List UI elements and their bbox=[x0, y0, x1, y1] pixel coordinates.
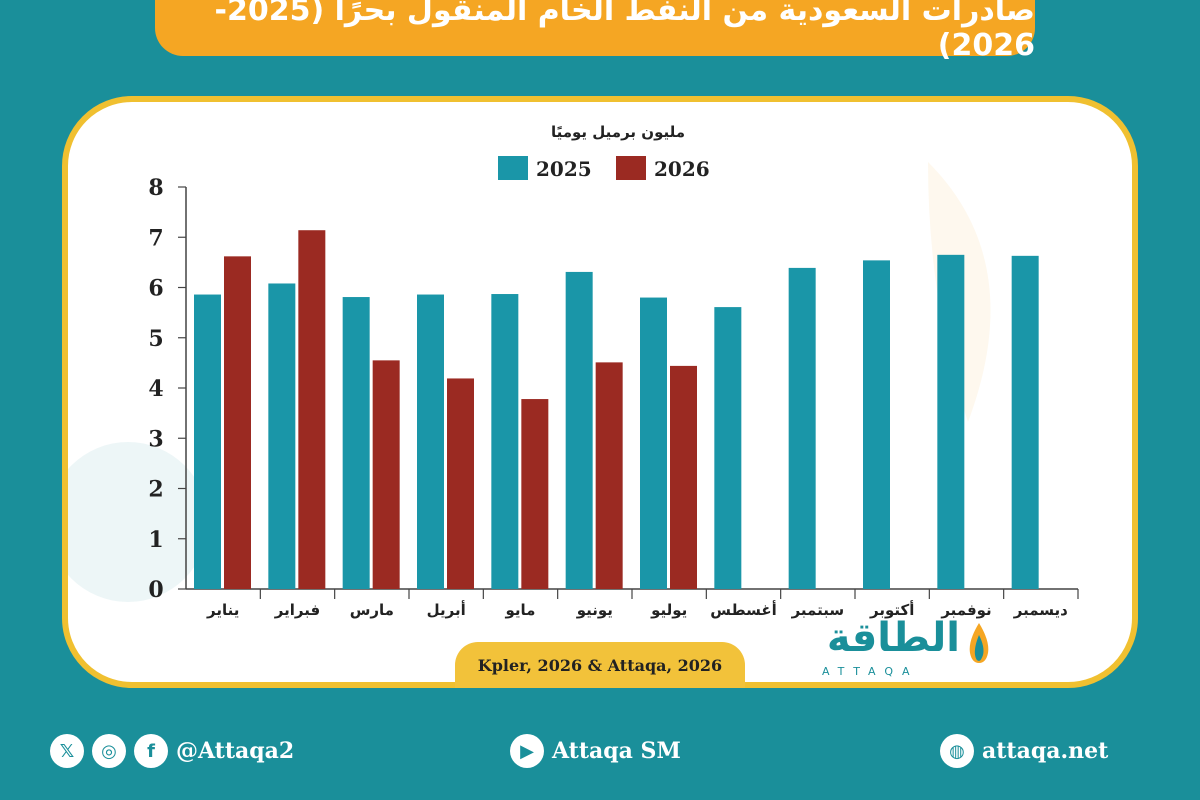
instagram-icon[interactable]: ◎ bbox=[92, 734, 126, 768]
bar-2026 bbox=[595, 362, 623, 589]
source-label: Kpler, 2026 & Attaqa, 2026 bbox=[455, 642, 745, 688]
bar-2025 bbox=[1011, 255, 1039, 589]
y-tick-label: 6 bbox=[148, 276, 163, 302]
bar-2025 bbox=[417, 294, 444, 589]
youtube-channel[interactable]: Attaqa SM bbox=[552, 738, 681, 764]
y-tick-label: 0 bbox=[148, 577, 163, 603]
bar-2026 bbox=[521, 399, 549, 589]
bar-chart: مليون برميل يوميًا 2025 2026 0 1 2 3 4 5 6 7 8 ين… bbox=[68, 123, 1079, 619]
youtube-icon[interactable]: ▶ bbox=[510, 734, 544, 768]
x-tick-label: يناير bbox=[206, 601, 239, 619]
legend-swatch-2026 bbox=[616, 156, 646, 180]
attaqa-logo: الطاقة ATTAQA bbox=[810, 615, 1000, 685]
x-tick-label: مارس bbox=[350, 601, 394, 619]
chart-title: صادرات السعودية من النفط الخام المنقول ب… bbox=[155, 0, 1035, 63]
social-group: 𝕏 ◎ f @Attaqa2 bbox=[50, 734, 294, 768]
bar-2025 bbox=[565, 271, 593, 589]
legend-label-2025: 2025 bbox=[536, 157, 592, 181]
x-tick-label: نوفمبر bbox=[940, 601, 991, 619]
legend-label-2026: 2026 bbox=[654, 157, 710, 181]
website-link[interactable]: attaqa.net bbox=[982, 738, 1109, 764]
footer: 𝕏 ◎ f @Attaqa2 ▶ Attaqa SM ◍ attaqa.net bbox=[0, 722, 1200, 782]
y-tick-label: 3 bbox=[148, 426, 163, 452]
bar-2026 bbox=[298, 230, 326, 589]
x-tick-labels: يناير فبراير مارس أبريل مايو يونيو يوليو أغسطس س… bbox=[206, 600, 1068, 619]
bar-2025 bbox=[640, 297, 667, 589]
bar-2025 bbox=[268, 283, 296, 589]
globe-icon[interactable]: ◍ bbox=[940, 734, 974, 768]
bar-2025 bbox=[342, 297, 370, 589]
x-tick-label: مايو bbox=[505, 601, 536, 619]
x-tick-label: أغسطس bbox=[710, 600, 776, 619]
website-group: ◍ attaqa.net bbox=[940, 734, 1108, 768]
bar-2026 bbox=[372, 360, 400, 589]
x-icon[interactable]: 𝕏 bbox=[50, 734, 84, 768]
social-handle[interactable]: @Attaqa2 bbox=[176, 738, 295, 764]
y-tick-label: 1 bbox=[148, 527, 163, 553]
legend-swatch-2025 bbox=[498, 156, 528, 180]
x-tick-label: يوليو bbox=[650, 601, 687, 619]
x-tick-label: يونيو bbox=[576, 601, 613, 619]
bar-2026 bbox=[447, 378, 474, 589]
x-tick-label: أبريل bbox=[427, 600, 466, 619]
oil-drop-icon bbox=[969, 623, 989, 663]
axes: 0 1 2 3 4 5 6 7 8 bbox=[148, 175, 1079, 603]
legend: 2025 2026 bbox=[498, 156, 710, 181]
y-tick-label: 2 bbox=[148, 477, 163, 503]
x-tick-label: ديسمبر bbox=[1013, 601, 1068, 619]
y-unit-label: مليون برميل يوميًا bbox=[551, 123, 685, 141]
bar-2026 bbox=[224, 256, 251, 589]
youtube-group: ▶ Attaqa SM bbox=[510, 734, 681, 768]
y-tick-label: 7 bbox=[148, 225, 163, 251]
x-tick-label: أكتوبر bbox=[869, 600, 914, 619]
x-tick-label: فبراير bbox=[274, 601, 320, 619]
x-tick-label: سبتمبر bbox=[791, 601, 845, 619]
facebook-icon[interactable]: f bbox=[134, 734, 168, 768]
bar-2026 bbox=[670, 365, 697, 589]
logo-arabic-text: الطاقة bbox=[826, 615, 960, 661]
y-tick-label: 5 bbox=[148, 326, 163, 352]
bar-2025 bbox=[937, 254, 965, 589]
y-tick-label: 8 bbox=[148, 175, 163, 201]
logo-english-text: ATTAQA bbox=[822, 665, 919, 678]
y-tick-label: 4 bbox=[148, 376, 163, 402]
chart-card: مليون برميل يوميًا 2025 2026 0 1 2 3 4 5 6 7 8 ين… bbox=[62, 96, 1138, 688]
bar-2025 bbox=[194, 294, 221, 589]
bars bbox=[194, 230, 1039, 589]
bar-2025 bbox=[491, 294, 519, 589]
bar-2025 bbox=[714, 307, 742, 589]
bar-2025 bbox=[788, 267, 816, 589]
bar-2025 bbox=[863, 260, 890, 589]
